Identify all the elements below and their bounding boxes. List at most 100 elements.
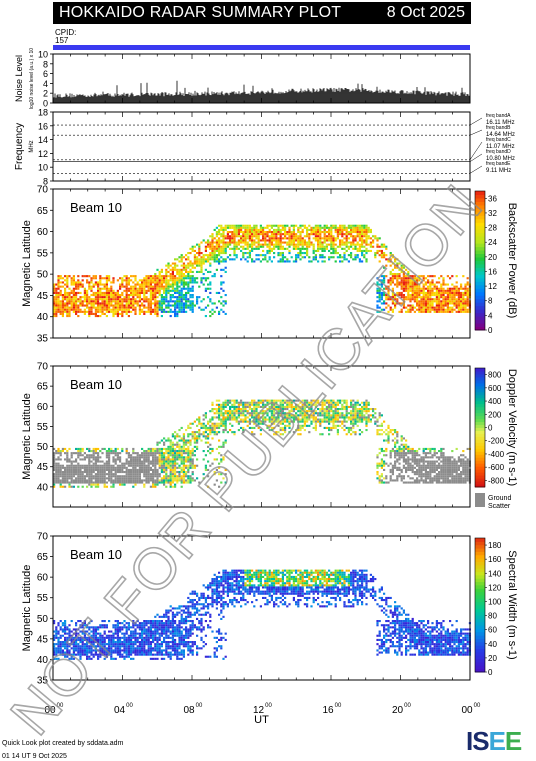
frequency-band-label: freq bandD	[486, 149, 511, 155]
power-cells	[53, 224, 471, 318]
colorbar-segment	[475, 554, 485, 559]
colorbar-tick-label: 20	[488, 654, 497, 663]
colorbar-tick-label: 0	[488, 668, 493, 677]
colorbar-segment	[475, 442, 485, 446]
colorbar-segment	[475, 305, 485, 310]
colorbar-segment	[475, 661, 485, 666]
colorbar-segment	[475, 201, 485, 206]
colorbar-segment	[475, 581, 485, 586]
colorbar-tick-label: 140	[488, 569, 502, 578]
colorbar-segment	[475, 397, 485, 402]
colorbar-segment	[475, 598, 485, 603]
colorbar-segment	[475, 388, 485, 393]
lat-ytick-label: 45	[37, 462, 49, 473]
colorbar-segment	[475, 611, 485, 616]
frequency-band-pointer	[469, 117, 483, 126]
colorbar-segment	[475, 641, 485, 646]
colorbar-frame	[474, 190, 486, 331]
frequency-band-label: freq bandA	[486, 113, 511, 119]
colorbar-segment	[475, 436, 485, 440]
ground-scatter-swatch	[475, 493, 485, 507]
colorbar-tick-label: 24	[488, 238, 497, 247]
colorbar-segment	[475, 439, 485, 443]
colorbar-segment	[475, 281, 485, 286]
x-tick-label: 08	[183, 705, 195, 716]
x-tick-sup: 00	[196, 703, 203, 709]
colorbar-frame	[474, 537, 486, 673]
noise-ytick-label: 6	[43, 69, 48, 79]
colorbar-segment	[475, 584, 485, 589]
colorbar-segment	[475, 548, 485, 552]
frequency-ytick-label: 16	[38, 121, 48, 131]
colorbar-segment	[475, 668, 485, 673]
colorbar-segment	[475, 243, 485, 248]
beam-label: Beam 10	[70, 200, 122, 215]
colorbar-segment	[475, 302, 485, 307]
colorbar-label: Doppler Velocity (m s-1)	[506, 369, 518, 486]
lat-ytick-label: 55	[37, 593, 49, 604]
colorbar-segment	[475, 615, 485, 619]
colorbar-segment	[475, 409, 485, 414]
colorbar-segment	[475, 232, 485, 237]
colorbar-segment	[475, 466, 485, 470]
lat-ytick-label: 60	[37, 573, 49, 584]
colorbar-segment	[475, 263, 485, 268]
cpid-bar	[53, 45, 470, 50]
colorbar-tick-label: 100	[488, 597, 502, 606]
x-tick-sup: 00	[335, 703, 342, 709]
colorbar-segment	[475, 484, 485, 488]
colorbar-segment	[475, 368, 485, 372]
frequency-ytick-label: 12	[38, 149, 48, 159]
x-axis-label: UT	[254, 714, 269, 726]
colorbar-segment	[475, 215, 485, 220]
colorbar-segment	[475, 445, 485, 449]
x-tick-label: 04	[114, 705, 126, 716]
colorbar-segment	[475, 635, 485, 639]
lat-ytick-label: 60	[37, 402, 49, 413]
x-tick-label: 00	[44, 705, 56, 716]
colorbar-segment	[475, 250, 485, 255]
x-tick-label: 16	[322, 705, 334, 716]
colorbar-tick-label: 160	[488, 555, 502, 564]
colorbar-segment	[475, 260, 485, 265]
frequency-ytick-label: 14	[38, 135, 48, 145]
lat-ytick-label: 50	[37, 442, 49, 453]
colorbar-segment	[475, 427, 485, 431]
colorbar-segment	[475, 564, 485, 569]
colorbar-segment	[475, 631, 485, 636]
colorbar-segment	[475, 665, 485, 670]
colorbar-segment	[475, 194, 485, 199]
colorbar-segment	[475, 645, 485, 650]
lat-ytick-label: 40	[37, 482, 49, 493]
width-cells	[53, 569, 471, 660]
velocity-cells	[53, 399, 471, 488]
frequency-band-value: 9.11 MHz	[486, 168, 511, 174]
lat-ylabel: Magnetic Latitude	[21, 220, 33, 307]
colorbar-segment	[475, 312, 485, 317]
noise-ylabel: Noise Level	[14, 55, 24, 102]
colorbar-segment	[475, 225, 485, 230]
colorbar-segment	[475, 433, 485, 437]
colorbar-segment	[475, 406, 485, 411]
colorbar-tick-label: 600	[488, 384, 502, 393]
velocity-panel: Beam 10 40 45 50 55 60 65 70 Magnetic Latitude -8…	[21, 362, 518, 511]
colorbar-segment	[475, 418, 485, 423]
frequency-band-label: freq bandC	[486, 137, 511, 143]
colorbar-segment	[475, 655, 485, 660]
lat-ytick-label: 40	[37, 312, 49, 323]
plot-title: HOKKAIDO RADAR SUMMARY PLOT	[59, 4, 342, 21]
colorbar-segment	[475, 291, 485, 296]
colorbar-tick-label: 12	[488, 282, 497, 291]
lat-ytick-label: 65	[37, 206, 49, 217]
colorbar-segment	[475, 319, 485, 324]
colorbar-segment	[475, 638, 485, 643]
lat-ylabel: Magnetic Latitude	[21, 565, 33, 652]
colorbar-label: Spectral Width (m s-1)	[506, 550, 518, 659]
noise-ylabel-sub: log10 noise level (a.u.) x 10	[29, 48, 35, 109]
colorbar-tick-label: 200	[488, 410, 502, 419]
colorbar-segment	[475, 558, 485, 562]
